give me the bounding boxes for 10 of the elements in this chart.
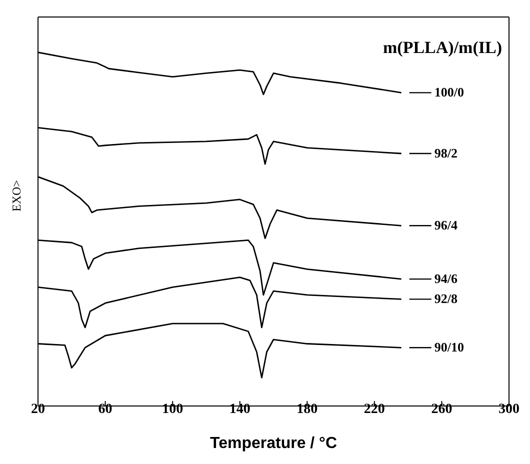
legend-label: 100/0 <box>434 84 464 100</box>
x-axis-title: Temperature / °C <box>210 435 338 452</box>
legend-label: 98/2 <box>434 146 458 161</box>
legend-label: 90/10 <box>434 340 464 355</box>
x-tick-label: 300 <box>498 402 520 417</box>
legend-title: m(PLLA)/m(IL) <box>383 38 502 58</box>
y-axis-title: EXO> <box>9 180 24 212</box>
legend-label: 96/4 <box>434 218 458 233</box>
legend-label: 92/8 <box>434 291 458 306</box>
legend-label: 94/6 <box>434 271 458 286</box>
